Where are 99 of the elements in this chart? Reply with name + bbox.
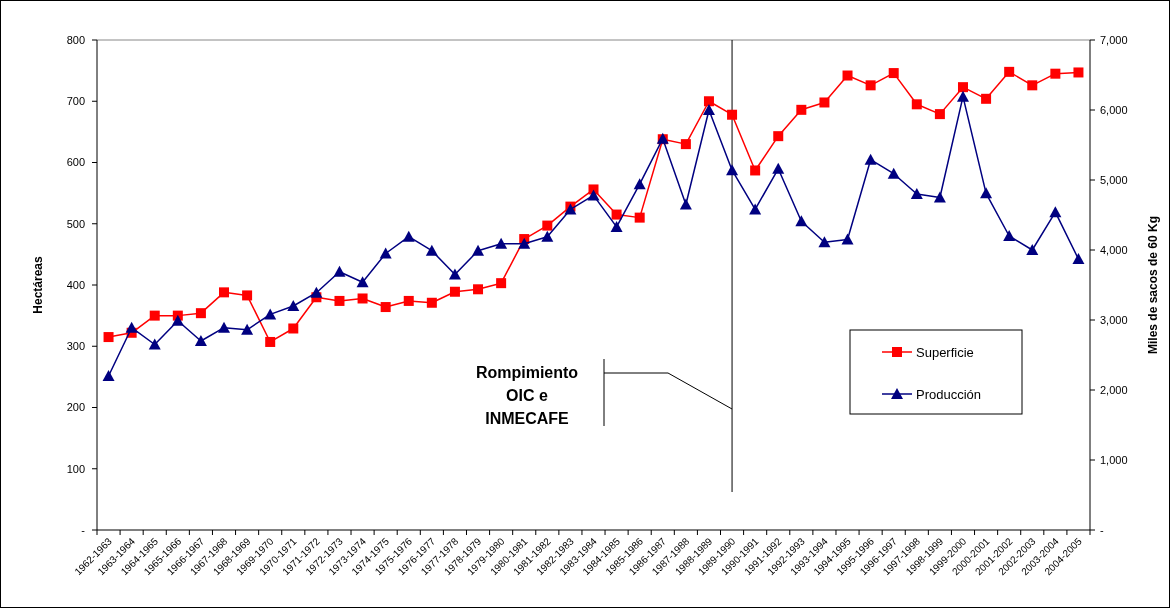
point [981, 93, 992, 104]
point [241, 323, 254, 335]
point [1027, 80, 1038, 91]
point [265, 336, 276, 347]
point [864, 153, 877, 165]
point [911, 99, 922, 110]
point [402, 230, 415, 242]
y-tick-label: 700 [66, 95, 85, 108]
annotation: Rompimiento OIC e INMECAFE [475, 364, 579, 427]
y-tick-label: 500 [66, 217, 85, 230]
point [242, 290, 253, 301]
point [264, 308, 277, 320]
point [125, 321, 138, 333]
point [219, 287, 230, 298]
point [310, 286, 323, 298]
point [449, 286, 460, 297]
point [194, 335, 207, 346]
point [957, 82, 968, 93]
point [980, 187, 993, 199]
point [611, 209, 622, 220]
point [727, 109, 738, 120]
point [1049, 206, 1062, 218]
point [473, 284, 484, 295]
point [773, 131, 784, 142]
y2-tick-label: 2,000 [1100, 383, 1128, 396]
y2-tick-label: 3,000 [1100, 313, 1128, 326]
point [102, 370, 115, 381]
point [171, 314, 184, 326]
y-tick-label: 200 [66, 401, 85, 414]
point [542, 220, 553, 231]
y2-tick-label: 5,000 [1100, 173, 1128, 186]
legend-label: Producción [916, 386, 982, 402]
point [888, 68, 899, 79]
y2-tick-label: 1,000 [1100, 453, 1128, 466]
point [633, 178, 646, 190]
point [726, 164, 739, 176]
point [195, 308, 206, 319]
y2-tick-label: 7,000 [1100, 33, 1128, 46]
point [472, 244, 485, 256]
point [841, 233, 854, 245]
point [518, 237, 531, 249]
point [795, 215, 808, 227]
y-tick-label: 100 [66, 462, 85, 475]
point [403, 295, 414, 306]
point [772, 162, 785, 174]
point [103, 332, 114, 343]
point [379, 247, 392, 259]
point [842, 70, 853, 81]
point [1004, 66, 1015, 77]
point [865, 80, 876, 91]
point [333, 265, 346, 277]
point [1026, 244, 1039, 255]
point [587, 189, 600, 201]
point [357, 293, 368, 304]
y-tick-label: 800 [66, 33, 85, 46]
point [425, 244, 438, 256]
y-tick-label: 600 [66, 156, 85, 169]
y-tick-label: - [81, 523, 86, 536]
legend-label: Superficie [916, 344, 974, 360]
point [679, 198, 692, 210]
point [750, 165, 761, 176]
point [218, 321, 231, 333]
point [148, 338, 161, 350]
point [149, 310, 160, 321]
y-axis-title: Hectáreas [31, 255, 45, 314]
point [1073, 67, 1084, 78]
point [495, 237, 508, 249]
point [634, 212, 645, 223]
point [380, 302, 391, 313]
point [702, 104, 715, 115]
y-tick-label: 300 [66, 340, 85, 353]
point [448, 268, 461, 280]
y2-axis-title: Miles de sacos de 60 Kg [1146, 215, 1160, 355]
y2-tick-label: - [1100, 523, 1104, 536]
point [287, 300, 300, 311]
point [1003, 230, 1016, 241]
point [1072, 253, 1085, 265]
point [356, 276, 369, 288]
point [610, 220, 623, 232]
point [796, 104, 807, 115]
point [933, 191, 946, 203]
y2-tick-label: 6,000 [1100, 103, 1128, 116]
point [288, 323, 299, 334]
point [887, 167, 900, 179]
point [934, 109, 945, 120]
point [426, 297, 437, 308]
y-tick-label: 400 [66, 278, 85, 291]
point [910, 188, 923, 199]
point [496, 278, 507, 289]
point [956, 90, 969, 102]
point [334, 295, 345, 306]
point [680, 139, 691, 150]
point [703, 96, 714, 107]
point [1050, 68, 1061, 79]
y2-tick-label: 4,000 [1100, 243, 1128, 256]
point [819, 97, 830, 108]
point [818, 236, 831, 248]
point [749, 203, 762, 215]
point [541, 230, 554, 242]
